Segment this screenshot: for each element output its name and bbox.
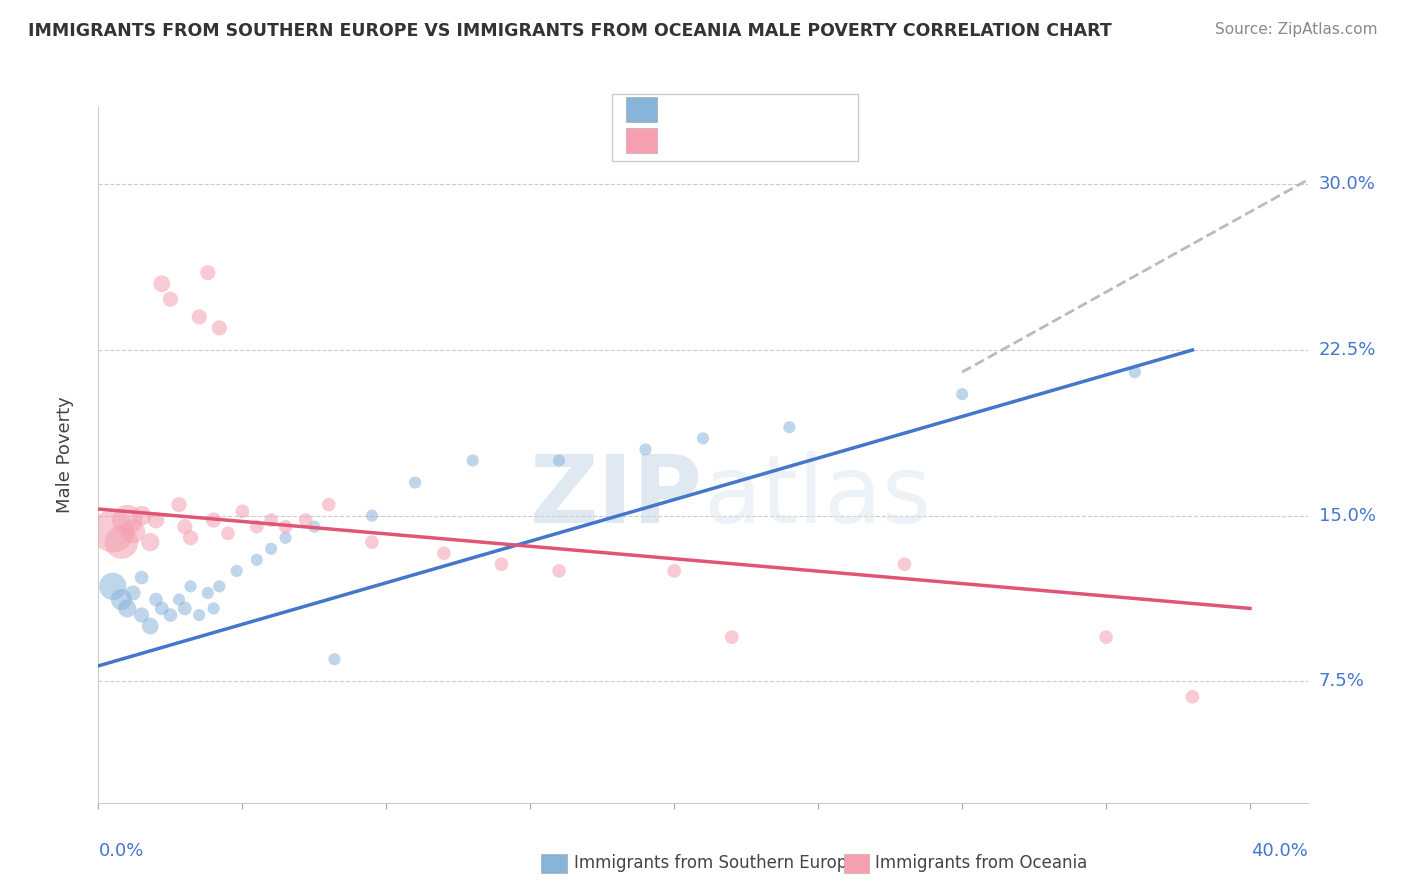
Point	[274, 519, 297, 533]
Text: 40.0%: 40.0%	[1251, 842, 1308, 860]
Point	[115, 513, 138, 527]
Point	[131, 570, 153, 584]
Point	[101, 579, 124, 593]
Point	[197, 266, 219, 280]
Point	[131, 608, 153, 623]
Point	[202, 601, 225, 615]
Point	[361, 508, 384, 523]
Point	[208, 321, 231, 335]
Text: IMMIGRANTS FROM SOUTHERN EUROPE VS IMMIGRANTS FROM OCEANIA MALE POVERTY CORRELAT: IMMIGRANTS FROM SOUTHERN EUROPE VS IMMIG…	[28, 22, 1112, 40]
Point	[548, 564, 571, 578]
Point	[634, 442, 657, 457]
Point	[246, 553, 269, 567]
Point	[461, 453, 484, 467]
Point	[274, 531, 297, 545]
Point	[950, 387, 973, 401]
Text: Immigrants from Southern Europe: Immigrants from Southern Europe	[574, 855, 858, 872]
Point	[180, 579, 202, 593]
Point	[720, 630, 742, 644]
Point	[173, 601, 195, 615]
Text: 30.0%: 30.0%	[1319, 176, 1375, 194]
Text: 7.5%: 7.5%	[1319, 673, 1365, 690]
Point	[246, 519, 269, 533]
Point	[225, 564, 247, 578]
Point	[145, 592, 167, 607]
Point	[180, 531, 202, 545]
Point	[159, 292, 181, 306]
Point	[260, 541, 283, 556]
Text: ZIP: ZIP	[530, 450, 703, 542]
Point	[260, 513, 283, 527]
Point	[139, 619, 162, 633]
Text: Source: ZipAtlas.com: Source: ZipAtlas.com	[1215, 22, 1378, 37]
Point	[491, 558, 513, 572]
Point	[150, 277, 173, 291]
Point	[167, 498, 190, 512]
Point	[145, 513, 167, 527]
Point	[167, 592, 190, 607]
Point	[778, 420, 800, 434]
Point	[323, 652, 346, 666]
Point	[404, 475, 426, 490]
Point	[361, 535, 384, 549]
Point	[208, 579, 231, 593]
Point	[692, 431, 714, 445]
Point	[139, 535, 162, 549]
Point	[101, 524, 124, 538]
Point	[115, 601, 138, 615]
Text: 0.0%: 0.0%	[98, 842, 143, 860]
Point	[217, 526, 239, 541]
Text: 15.0%: 15.0%	[1319, 507, 1375, 524]
Point	[433, 546, 456, 560]
Point	[188, 608, 211, 623]
Point	[294, 513, 316, 527]
Text: R =  0.572    N = 32: R = 0.572 N = 32	[665, 101, 846, 119]
Point	[159, 608, 181, 623]
Point	[197, 586, 219, 600]
Text: 22.5%: 22.5%	[1319, 341, 1376, 359]
Point	[548, 453, 571, 467]
Point	[173, 519, 195, 533]
Point	[202, 513, 225, 527]
Point	[122, 586, 145, 600]
Point	[1095, 630, 1118, 644]
Point	[318, 498, 340, 512]
Text: R = -0.159    N = 32: R = -0.159 N = 32	[665, 131, 848, 149]
Text: atlas: atlas	[703, 450, 931, 542]
Point	[893, 558, 915, 572]
Y-axis label: Male Poverty: Male Poverty	[56, 397, 75, 513]
Point	[1181, 690, 1204, 704]
Point	[131, 508, 153, 523]
Text: Immigrants from Oceania: Immigrants from Oceania	[875, 855, 1087, 872]
Point	[664, 564, 686, 578]
Point	[110, 592, 132, 607]
Point	[110, 535, 132, 549]
Point	[231, 504, 253, 518]
Point	[150, 601, 173, 615]
Point	[122, 524, 145, 538]
Point	[304, 519, 326, 533]
Point	[188, 310, 211, 324]
Point	[1123, 365, 1146, 379]
